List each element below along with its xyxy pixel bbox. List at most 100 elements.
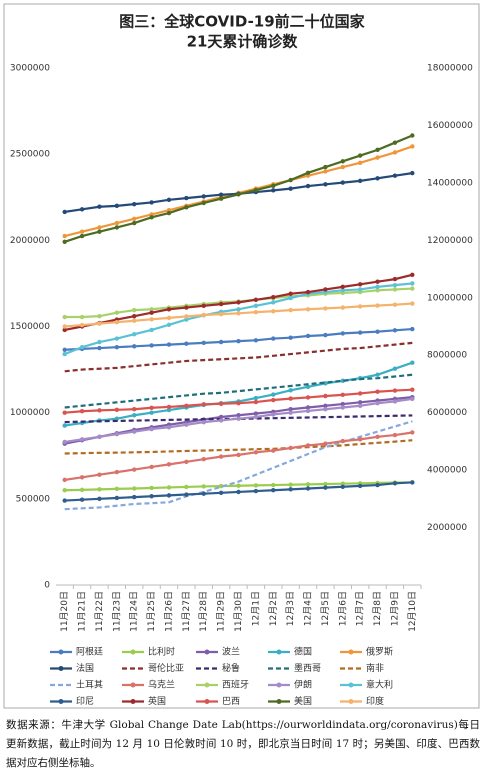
series-point — [149, 426, 154, 432]
series-point — [305, 443, 311, 448]
series-point — [201, 303, 206, 309]
series-point — [253, 309, 259, 315]
series-point — [375, 482, 380, 488]
x-tick-label: 11月23日 — [111, 591, 122, 632]
series-point — [375, 303, 380, 308]
series-point — [97, 229, 102, 234]
series-point — [236, 416, 241, 421]
x-tick-label: 12月5日 — [320, 591, 331, 626]
legend-label: 阿根廷 — [76, 646, 103, 658]
legend-label: 伊朗 — [294, 679, 312, 691]
series-point — [62, 498, 67, 503]
series-point — [62, 423, 67, 428]
series-point — [201, 194, 206, 199]
series-point — [114, 310, 120, 315]
series-point — [218, 483, 224, 489]
series-point — [236, 413, 241, 418]
series-point — [271, 397, 276, 403]
legend-label: 俄罗斯 — [366, 646, 393, 658]
series-point — [132, 494, 137, 500]
x-tick-label: 11月29日 — [216, 591, 227, 632]
legend-marker — [348, 699, 354, 704]
series-point — [288, 335, 293, 340]
series-point — [166, 210, 172, 216]
series-point — [236, 400, 241, 406]
series-point — [166, 197, 172, 203]
series-point — [392, 140, 398, 145]
series-point — [201, 200, 206, 206]
series-point — [357, 153, 363, 158]
legend-marker — [130, 649, 136, 655]
series-point — [79, 207, 85, 212]
legend-marker — [348, 682, 354, 688]
series-point — [114, 407, 120, 412]
series-point — [323, 403, 328, 408]
y-tick-label: 1500000 — [10, 322, 50, 332]
legend-marker — [204, 649, 210, 655]
series-point — [114, 416, 120, 421]
series-point — [218, 401, 224, 406]
series-point — [236, 307, 241, 312]
footnote: 数据来源：牛津大学 Global Change Date Lab(https:/… — [6, 719, 480, 769]
series-point — [149, 464, 154, 470]
series-point — [410, 281, 415, 286]
series-point — [132, 332, 137, 337]
legend-marker — [130, 699, 136, 704]
series-point — [62, 477, 67, 483]
series-point — [392, 399, 398, 404]
series-point — [253, 414, 259, 420]
series-point — [201, 484, 206, 489]
series-point — [340, 180, 345, 185]
series-point — [253, 297, 259, 302]
series-point — [392, 366, 398, 371]
series-point — [184, 341, 189, 346]
series-point — [357, 178, 363, 184]
series-point — [357, 400, 363, 405]
series-point — [184, 317, 189, 322]
series-point — [410, 144, 415, 149]
x-tick-label: 12月1日 — [250, 591, 261, 626]
legend-marker — [276, 682, 282, 688]
series-point — [97, 434, 102, 439]
series-point — [97, 408, 102, 413]
series-point — [79, 229, 85, 234]
x-tick-label: 11月26日 — [163, 591, 174, 632]
series-point — [184, 422, 189, 427]
legend-marker — [130, 682, 136, 688]
series-point — [79, 322, 85, 328]
series-point — [340, 405, 345, 410]
legend-label: 德国 — [294, 646, 312, 658]
series-point — [62, 233, 67, 239]
legend-label: 美国 — [294, 695, 312, 707]
series-point — [184, 459, 189, 464]
series-point — [184, 195, 189, 201]
series-point — [79, 233, 85, 239]
series-point — [166, 425, 172, 430]
series-line — [64, 414, 413, 424]
series-point — [340, 484, 345, 489]
series-point — [184, 205, 189, 210]
legend-label: 法国 — [76, 662, 94, 674]
legend-label: 印尼 — [76, 695, 94, 707]
series-point — [271, 336, 276, 341]
y-tick-label: 2000000 — [10, 236, 50, 246]
series-point — [323, 306, 328, 311]
y-tick-label: 0 — [44, 581, 50, 591]
series-point — [201, 491, 206, 496]
series-point — [218, 196, 224, 201]
series-point — [305, 307, 311, 312]
chart-subtitle: 21天累计确诊数 — [187, 33, 299, 51]
chart-title: 图三：全球COVID-19前二十位国家 — [119, 13, 364, 31]
series-point — [392, 173, 398, 178]
series-point — [357, 287, 363, 292]
series-point — [62, 439, 67, 445]
series-point — [201, 456, 206, 462]
y2-tick-label: 2000000 — [427, 523, 467, 533]
series-point — [253, 483, 259, 488]
series-point — [410, 286, 415, 291]
series-point — [166, 407, 172, 413]
series-point — [271, 188, 276, 193]
series-point — [166, 493, 172, 498]
x-tick-label: 11月24日 — [129, 591, 140, 632]
series-point — [288, 291, 293, 296]
